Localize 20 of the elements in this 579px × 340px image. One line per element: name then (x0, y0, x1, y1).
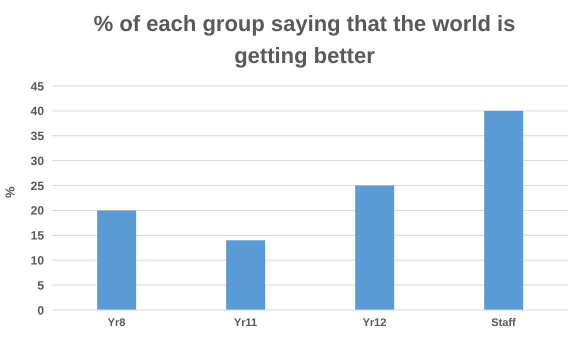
y-tick-label: 20 (30, 204, 44, 218)
y-tick-label: 30 (30, 154, 44, 168)
y-tick-label: 35 (30, 129, 44, 144)
y-tick-label: 10 (30, 253, 44, 268)
y-tick-label: 5 (37, 278, 44, 292)
y-tick-label: 25 (30, 178, 44, 193)
y-axis-title: % (2, 186, 18, 198)
bar (97, 210, 136, 310)
y-tick-label: 15 (30, 228, 44, 243)
bar (355, 186, 394, 310)
bar (484, 110, 524, 310)
x-tick-label: Yr11 (234, 316, 258, 329)
x-tick-label: Staff (491, 316, 516, 329)
bar (226, 240, 266, 310)
y-tick-label: 0 (37, 303, 44, 318)
x-tick-label: Yr8 (108, 316, 126, 329)
chart-title: % of each group saying that the world is getting better (92, 10, 516, 70)
y-tick-label: 45 (30, 79, 44, 94)
y-tick-label: 40 (30, 104, 44, 118)
x-tick-label: Yr12 (362, 316, 386, 329)
